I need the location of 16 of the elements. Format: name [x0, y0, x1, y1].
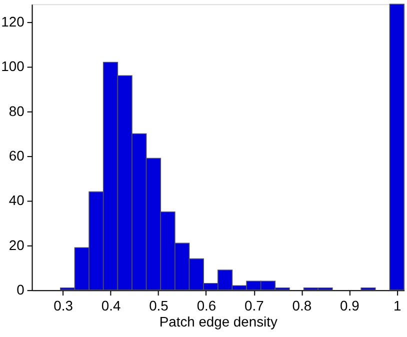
y-tick-label: 20 [8, 236, 25, 253]
y-tick-label: 40 [8, 192, 25, 208]
x-tick-label: 0.3 [54, 297, 74, 314]
y-tick-label: 0 [16, 282, 25, 298]
x-tick-label: 1 [394, 297, 402, 314]
x-tick-label: 0.6 [196, 297, 216, 314]
x-tick-label: 0.8 [292, 297, 312, 314]
x-tick-label: 0.7 [244, 297, 264, 314]
y-tick-label: 80 [8, 102, 25, 119]
x-tick-label: 0.5 [149, 297, 169, 314]
y-tick-label: 60 [8, 148, 25, 164]
x-tick-label: 0.9 [340, 297, 360, 314]
x-axis-title: Patch edge density [159, 313, 278, 330]
y-tick-label: 120 [1, 14, 25, 30]
y-tick-label: 100 [1, 58, 25, 74]
x-tick-label: 0.4 [101, 297, 121, 314]
